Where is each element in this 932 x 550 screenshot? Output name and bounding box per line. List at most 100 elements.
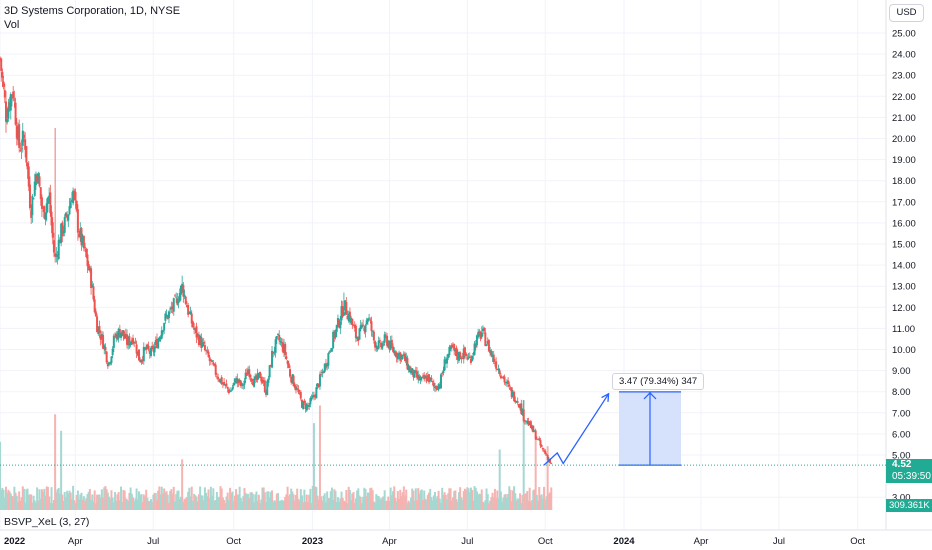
candle-body (339, 321, 342, 329)
volume-bar (141, 502, 144, 510)
candle-body (290, 377, 293, 383)
volume-bar (250, 492, 253, 510)
price-scale-panel[interactable] (886, 0, 932, 550)
candle-body (443, 359, 446, 371)
candle-body (535, 438, 538, 440)
candle-body (176, 298, 179, 305)
volume-bar (453, 491, 456, 510)
volume-bar (372, 501, 375, 510)
volume-bar (217, 497, 220, 510)
volume-bar (105, 489, 108, 510)
price-tick-label: 9.00 (892, 366, 911, 377)
price-tick-label: 8.00 (892, 387, 911, 398)
volume-bar (52, 499, 55, 510)
candle-body (360, 324, 363, 328)
volume-bar (93, 490, 96, 510)
projection-drawing[interactable] (543, 392, 610, 466)
candle-body (519, 404, 522, 409)
candle-body (359, 325, 362, 330)
indicator-legend-label[interactable]: BSVP_XeL (3, 27) (4, 516, 90, 528)
volume-bar (477, 494, 480, 510)
volume-bar (68, 490, 71, 510)
volume-bar (21, 486, 24, 510)
volume-bar (445, 499, 448, 510)
candle-body (104, 346, 107, 351)
volume-bar (237, 494, 240, 510)
volume-bar (16, 501, 19, 510)
volume-bar (102, 497, 105, 510)
candle-body (69, 201, 72, 209)
candle-body (199, 335, 202, 345)
volume-bar (159, 494, 162, 510)
candle-body (231, 387, 234, 390)
candle-body (348, 311, 351, 323)
volume-bar (2, 489, 5, 510)
volume-bar (55, 492, 58, 510)
candle-body (402, 353, 405, 355)
volume-bar (279, 500, 282, 510)
volume-bar (106, 492, 109, 510)
candle-body (532, 425, 535, 433)
volume-bar (69, 492, 72, 510)
candle-body (537, 438, 540, 440)
volume-bar (443, 492, 446, 510)
volume-bar (374, 502, 377, 510)
volume-bar (142, 494, 145, 510)
volume-bar (261, 487, 264, 510)
volume-bar (117, 492, 120, 510)
volume-legend-label[interactable]: Vol (4, 19, 20, 31)
candle-body (378, 340, 381, 342)
volume-bar (510, 501, 513, 510)
candle-body (151, 345, 154, 349)
volume-bar (400, 496, 403, 510)
measure-tool[interactable] (619, 391, 681, 466)
candle-body (469, 358, 472, 363)
candle-body (425, 376, 428, 382)
volume-bar (0, 441, 1, 510)
candle-body (300, 399, 303, 408)
volume-bar (441, 487, 444, 510)
volume-bar (428, 492, 431, 510)
volume-bar (493, 488, 496, 510)
volume-bar (334, 490, 337, 510)
currency-button[interactable]: USD (889, 4, 924, 22)
volume-bar (88, 489, 91, 510)
volume-bar (249, 492, 252, 510)
candle-body (238, 379, 241, 382)
candle-body (106, 363, 109, 367)
price-tick-label: 3.00 (892, 493, 911, 504)
chart-grid (0, 0, 886, 530)
volume-bar (78, 499, 81, 510)
candle-body (20, 148, 23, 150)
volume-bar (348, 489, 351, 510)
volume-bar (272, 502, 275, 510)
volume-bar (67, 493, 70, 510)
time-tick-label: Jul (461, 536, 473, 547)
volume-bar (45, 486, 48, 510)
candle-body (309, 398, 312, 405)
candle-body (423, 375, 426, 380)
candle-body (351, 318, 354, 326)
candle-body (42, 207, 45, 209)
volume-bar (36, 487, 39, 510)
candle-body (346, 316, 349, 320)
last-price-badge: 4.52 05:39:50 (886, 459, 932, 483)
candle-body (449, 346, 452, 349)
candle-body (422, 375, 425, 377)
candle-body (283, 344, 286, 354)
candle-body (239, 380, 242, 386)
volume-bar (333, 489, 336, 510)
candle-body (159, 336, 162, 340)
volume-bar (57, 488, 60, 510)
candle-body (316, 383, 319, 387)
candle-body (21, 130, 24, 146)
volume-bar (50, 487, 53, 510)
candle-body (92, 286, 95, 300)
symbol-title[interactable]: 3D Systems Corporation, 1D, NYSE (4, 5, 181, 17)
candle-body (44, 212, 47, 220)
volume-bar (271, 490, 274, 510)
volume-bar (384, 501, 387, 510)
candle-body (205, 349, 208, 351)
volume-bar (537, 500, 540, 510)
